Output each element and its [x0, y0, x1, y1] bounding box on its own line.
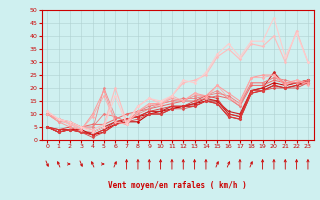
Text: Vent moyen/en rafales ( km/h ): Vent moyen/en rafales ( km/h ): [108, 182, 247, 190]
